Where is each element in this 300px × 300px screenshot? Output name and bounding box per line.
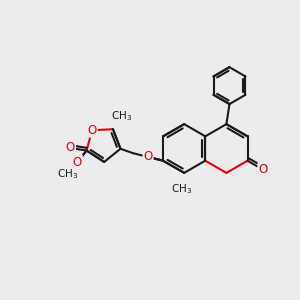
Text: O: O: [143, 151, 153, 164]
Text: O: O: [87, 124, 97, 137]
Text: O: O: [73, 156, 82, 169]
Text: CH$_3$: CH$_3$: [57, 167, 79, 181]
Text: O: O: [258, 163, 268, 176]
Text: O: O: [66, 142, 75, 154]
Text: CH$_3$: CH$_3$: [111, 109, 132, 123]
Text: CH$_3$: CH$_3$: [171, 182, 192, 196]
